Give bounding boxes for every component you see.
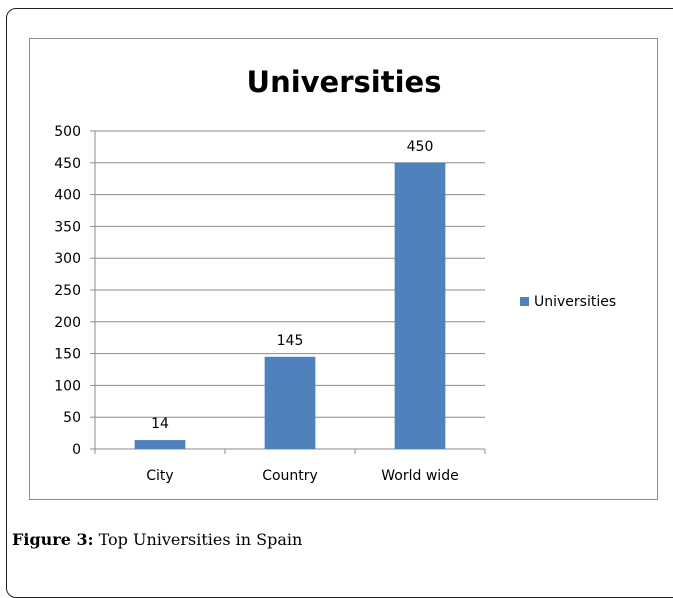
figure-caption: Figure 3: Top Universities in Spain (12, 530, 302, 549)
y-tick-label: 500 (54, 124, 81, 140)
bar-world-wide (394, 162, 446, 450)
y-tick-label: 50 (63, 410, 81, 426)
bar-country (264, 356, 316, 449)
legend-label: Universities (534, 294, 616, 310)
y-tick-label: 0 (72, 442, 81, 458)
y-tick-label: 150 (54, 347, 81, 363)
y-tick-label: 250 (54, 283, 81, 299)
bars (134, 162, 446, 450)
chart-container: Universities 0 50 100 150 200 250 300 350 400 450… (29, 38, 658, 500)
data-labels: 14 145 450 (151, 139, 433, 432)
data-label: 145 (277, 333, 304, 349)
x-tick-label: World wide (381, 468, 458, 484)
x-tick-label: City (146, 468, 173, 484)
legend-swatch (520, 297, 529, 306)
y-tick-label: 300 (54, 251, 81, 267)
y-tick-label: 100 (54, 378, 81, 394)
y-tick-label: 400 (54, 188, 81, 204)
data-label: 450 (407, 139, 434, 155)
legend: Universities (520, 294, 616, 310)
bar-city (134, 440, 186, 449)
y-tick-label: 450 (54, 156, 81, 172)
bar-chart: Universities 0 50 100 150 200 250 300 350 400 450… (54, 65, 616, 484)
caption-text: Top Universities in Spain (93, 530, 303, 549)
y-tick-label: 350 (54, 219, 81, 235)
data-label: 14 (151, 416, 169, 432)
x-tick-label: Country (262, 468, 318, 484)
caption-label: Figure 3: (12, 530, 94, 549)
y-tick-label: 200 (54, 315, 81, 331)
chart-title: Universities (247, 65, 442, 99)
